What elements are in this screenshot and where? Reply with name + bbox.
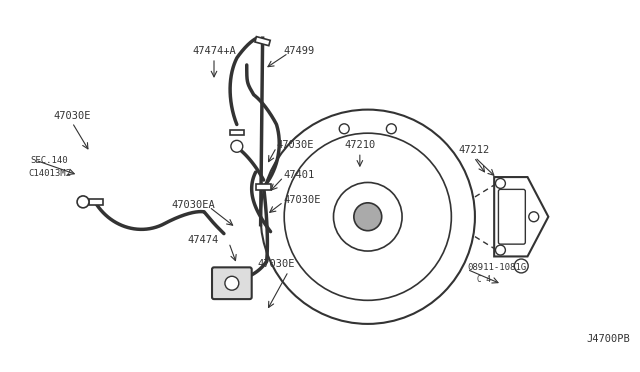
- Text: 47030E: 47030E: [53, 110, 91, 121]
- Text: 47474+A: 47474+A: [192, 46, 236, 56]
- Circle shape: [529, 212, 539, 222]
- Text: 47212: 47212: [458, 145, 490, 155]
- Text: 47474: 47474: [188, 235, 218, 244]
- Text: SEC.140: SEC.140: [31, 156, 68, 165]
- Circle shape: [225, 276, 239, 290]
- Circle shape: [284, 133, 451, 300]
- Bar: [89, 199, 103, 205]
- Text: 47030E: 47030E: [276, 140, 314, 150]
- Circle shape: [495, 179, 506, 188]
- Circle shape: [260, 110, 475, 324]
- Text: 47499: 47499: [284, 46, 315, 56]
- Circle shape: [77, 196, 89, 208]
- Text: 47030E: 47030E: [284, 195, 321, 205]
- Text: 47210: 47210: [344, 140, 376, 150]
- Bar: [257, 184, 271, 190]
- Circle shape: [333, 183, 402, 251]
- Text: 47401: 47401: [284, 170, 315, 180]
- Circle shape: [387, 124, 396, 134]
- Text: 08911-1081G: 08911-1081G: [467, 263, 526, 272]
- Circle shape: [354, 203, 381, 231]
- Text: J4700PB: J4700PB: [586, 334, 630, 344]
- Text: 47030EA: 47030EA: [172, 200, 215, 210]
- Circle shape: [339, 124, 349, 134]
- Bar: [230, 130, 244, 135]
- Text: 47030E: 47030E: [258, 259, 295, 269]
- Circle shape: [515, 259, 528, 273]
- Text: C 4: C 4: [477, 275, 491, 284]
- FancyBboxPatch shape: [212, 267, 252, 299]
- Polygon shape: [494, 177, 548, 256]
- Text: C14013M2: C14013M2: [28, 169, 72, 177]
- Circle shape: [495, 245, 506, 255]
- FancyBboxPatch shape: [499, 189, 525, 244]
- Circle shape: [231, 140, 243, 152]
- Bar: [255, 36, 270, 46]
